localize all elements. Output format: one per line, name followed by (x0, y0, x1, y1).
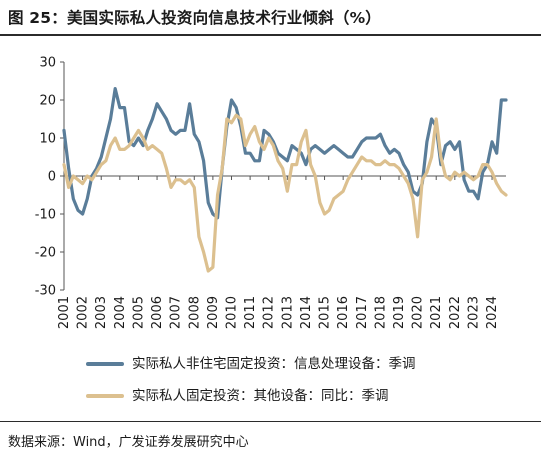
x-tick-label: 2007 (169, 296, 184, 329)
x-tick-label: 2023 (466, 296, 481, 329)
x-tick-label: 2001 (57, 296, 72, 329)
x-tick-label: 2017 (355, 296, 370, 329)
legend-label-series-2: 实际私人固定投资：其他设备：同比：季调 (132, 388, 389, 404)
x-tick-label: 2012 (262, 296, 277, 329)
x-tick-label: 2011 (243, 296, 258, 329)
x-tick-label: 2004 (113, 296, 128, 329)
x-tick-label: 2015 (318, 296, 333, 329)
x-tick-label: 2020 (411, 296, 426, 329)
source-note: 数据来源：Wind，广发证券发展研究中心 (8, 435, 249, 450)
legend-label-series-1: 实际私人非住宅固定投资：信息处理设备：季调 (132, 356, 416, 372)
y-tick-label: 30 (39, 56, 56, 71)
y-tick-label: -20 (35, 246, 56, 261)
x-tick-label: 2024 (485, 296, 500, 329)
x-tick-label: 2010 (224, 296, 239, 329)
legend-item-series-2: 实际私人固定投资：其他设备：同比：季调 (86, 384, 389, 404)
x-tick-label: 2019 (392, 296, 407, 329)
x-tick-label: 2009 (206, 296, 221, 329)
y-tick-label: 10 (39, 132, 56, 147)
x-tick-label: 2021 (429, 296, 444, 329)
series-line-1 (62, 87, 508, 220)
x-tick-label: 2008 (187, 296, 202, 329)
bottom-rule (0, 421, 541, 422)
x-tick-label: 2014 (299, 296, 314, 329)
x-tick-label: 2018 (373, 296, 388, 329)
title-rule (0, 34, 541, 36)
x-tick-label: 2002 (76, 296, 91, 329)
x-tick-label: 2003 (94, 296, 109, 329)
y-tick-label: 0 (48, 170, 56, 185)
figure-title: 图 25：美国实际私人投资向信息技术行业倾斜（%） (8, 9, 381, 27)
legend-swatch-series-1 (86, 362, 124, 366)
x-tick-label: 2022 (448, 296, 463, 329)
x-tick-label: 2006 (150, 296, 165, 329)
x-tick-label: 2005 (131, 296, 146, 329)
legend-swatch-series-2 (86, 394, 124, 398)
x-tick-label: 2016 (336, 296, 351, 329)
y-tick-label: 20 (39, 94, 56, 109)
x-tick-label: 2013 (280, 296, 295, 329)
legend-item-series-1: 实际私人非住宅固定投资：信息处理设备：季调 (86, 352, 416, 372)
y-tick-label: -10 (35, 208, 56, 223)
series-layer (62, 87, 508, 273)
series-line-2 (62, 113, 508, 273)
y-tick-label: -30 (35, 284, 56, 299)
